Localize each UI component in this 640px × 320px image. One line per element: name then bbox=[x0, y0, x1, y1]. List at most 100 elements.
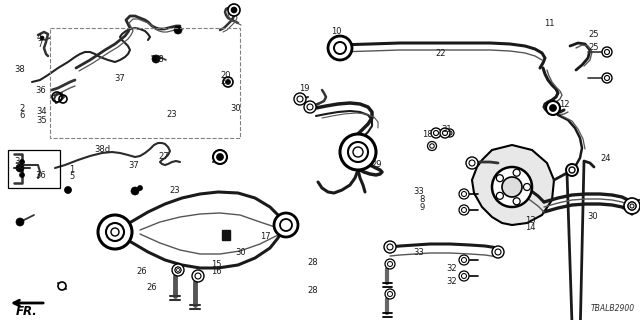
Text: 36: 36 bbox=[35, 86, 46, 95]
Circle shape bbox=[225, 79, 230, 84]
Text: 38: 38 bbox=[154, 55, 164, 64]
Text: 26: 26 bbox=[136, 267, 147, 276]
Circle shape bbox=[459, 189, 469, 199]
Text: 37: 37 bbox=[114, 74, 125, 83]
Text: 12: 12 bbox=[559, 100, 569, 109]
Circle shape bbox=[459, 205, 469, 215]
Circle shape bbox=[602, 47, 612, 57]
Circle shape bbox=[569, 167, 575, 173]
Circle shape bbox=[106, 223, 124, 241]
Circle shape bbox=[65, 187, 72, 194]
Text: 20: 20 bbox=[221, 71, 231, 80]
Circle shape bbox=[602, 73, 612, 83]
Circle shape bbox=[385, 259, 395, 269]
Circle shape bbox=[497, 175, 504, 182]
Text: 4: 4 bbox=[37, 33, 42, 42]
Text: 38d: 38d bbox=[95, 145, 111, 154]
Text: 23: 23 bbox=[166, 110, 177, 119]
Circle shape bbox=[492, 167, 532, 207]
Circle shape bbox=[131, 187, 139, 195]
Circle shape bbox=[223, 77, 233, 87]
Text: 15: 15 bbox=[211, 260, 221, 269]
Circle shape bbox=[304, 101, 316, 113]
Text: 26: 26 bbox=[146, 283, 157, 292]
Circle shape bbox=[294, 93, 306, 105]
Text: 22: 22 bbox=[435, 49, 445, 58]
Text: 29: 29 bbox=[371, 160, 381, 169]
Polygon shape bbox=[222, 230, 230, 240]
Text: 25: 25 bbox=[589, 44, 599, 52]
Circle shape bbox=[40, 36, 44, 40]
Circle shape bbox=[384, 241, 396, 253]
Text: 2: 2 bbox=[19, 104, 24, 113]
Text: 16: 16 bbox=[211, 268, 222, 276]
Text: 3: 3 bbox=[14, 157, 19, 166]
Circle shape bbox=[459, 271, 469, 281]
Circle shape bbox=[16, 218, 24, 226]
Text: 33: 33 bbox=[413, 188, 424, 196]
Text: 21: 21 bbox=[221, 77, 231, 86]
Text: 27: 27 bbox=[159, 152, 170, 161]
Circle shape bbox=[152, 55, 160, 63]
Text: 14: 14 bbox=[525, 223, 535, 232]
Circle shape bbox=[492, 246, 504, 258]
Text: 6: 6 bbox=[19, 111, 24, 120]
Circle shape bbox=[446, 129, 454, 137]
Circle shape bbox=[385, 289, 395, 299]
Circle shape bbox=[550, 105, 557, 111]
Circle shape bbox=[566, 164, 578, 176]
Circle shape bbox=[546, 101, 560, 115]
Circle shape bbox=[628, 202, 636, 210]
Text: 17: 17 bbox=[260, 232, 271, 241]
Text: 35: 35 bbox=[36, 116, 47, 125]
Text: 18: 18 bbox=[422, 130, 433, 139]
Text: 13: 13 bbox=[525, 216, 536, 225]
Text: 1: 1 bbox=[69, 165, 74, 174]
Circle shape bbox=[502, 177, 522, 197]
Circle shape bbox=[348, 142, 368, 162]
Text: 38: 38 bbox=[14, 162, 25, 171]
Text: 11: 11 bbox=[544, 19, 554, 28]
Text: 7: 7 bbox=[37, 40, 42, 49]
Circle shape bbox=[172, 264, 184, 276]
Circle shape bbox=[513, 169, 520, 176]
Circle shape bbox=[58, 282, 66, 290]
Circle shape bbox=[334, 42, 346, 54]
Text: 30: 30 bbox=[236, 248, 246, 257]
Circle shape bbox=[328, 36, 352, 60]
Text: FR.: FR. bbox=[16, 305, 38, 318]
Circle shape bbox=[440, 128, 450, 138]
Text: 30: 30 bbox=[230, 104, 241, 113]
Text: 36: 36 bbox=[35, 171, 46, 180]
Circle shape bbox=[274, 213, 298, 237]
Circle shape bbox=[228, 4, 240, 16]
Text: 32: 32 bbox=[447, 264, 458, 273]
Circle shape bbox=[174, 26, 182, 34]
Text: 33: 33 bbox=[413, 248, 424, 257]
Circle shape bbox=[466, 157, 478, 169]
Circle shape bbox=[231, 7, 237, 13]
Text: 30: 30 bbox=[588, 212, 598, 221]
Circle shape bbox=[98, 215, 132, 249]
Circle shape bbox=[340, 134, 376, 170]
Text: 9: 9 bbox=[419, 203, 424, 212]
Circle shape bbox=[431, 128, 441, 138]
Text: 28: 28 bbox=[307, 286, 318, 295]
Circle shape bbox=[513, 198, 520, 205]
Text: 25: 25 bbox=[589, 30, 599, 39]
Circle shape bbox=[19, 172, 24, 178]
Circle shape bbox=[213, 150, 227, 164]
Circle shape bbox=[624, 198, 640, 214]
Circle shape bbox=[175, 267, 181, 273]
Text: 31: 31 bbox=[442, 125, 452, 134]
Circle shape bbox=[497, 192, 504, 199]
Circle shape bbox=[192, 270, 204, 282]
Text: 10: 10 bbox=[332, 27, 342, 36]
Text: 34: 34 bbox=[36, 107, 47, 116]
Text: TBALB2900: TBALB2900 bbox=[591, 304, 635, 313]
Text: 23: 23 bbox=[169, 186, 180, 195]
Text: 28: 28 bbox=[307, 258, 318, 267]
Text: 19: 19 bbox=[300, 84, 310, 93]
Circle shape bbox=[216, 154, 223, 161]
Circle shape bbox=[138, 186, 143, 190]
